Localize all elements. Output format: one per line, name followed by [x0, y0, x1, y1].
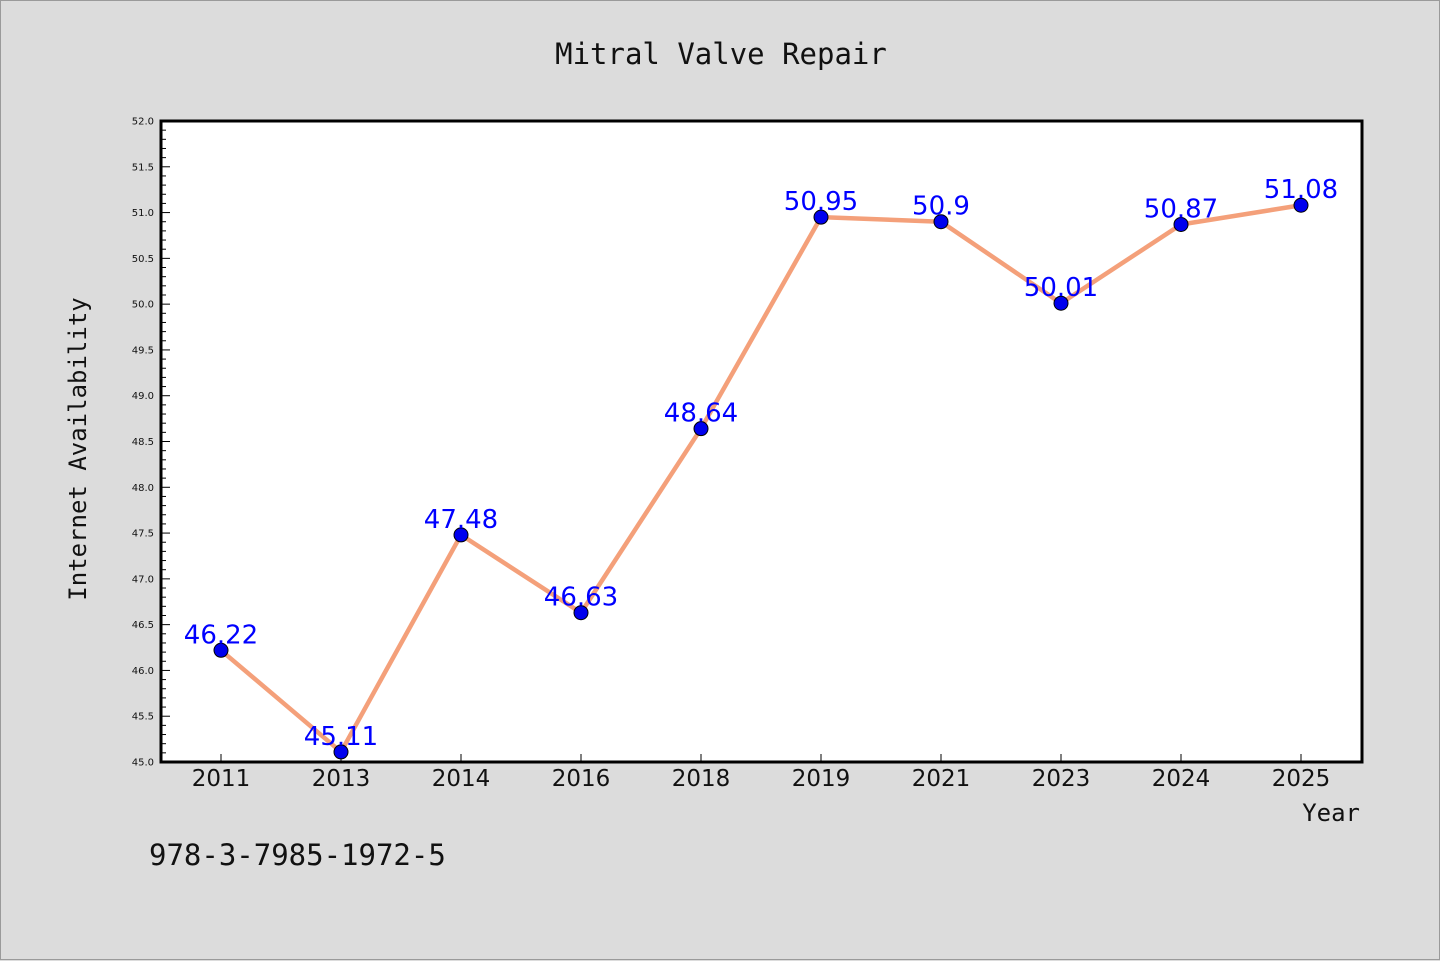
y-tick-label: 51.5 — [132, 162, 154, 173]
data-label: 46.22 — [184, 620, 258, 650]
y-tick-label: 50.0 — [132, 300, 154, 311]
x-tick-label: 2024 — [1152, 766, 1211, 792]
y-tick-label: 48.5 — [132, 437, 154, 448]
data-point — [813, 209, 829, 225]
data-point — [213, 642, 229, 658]
data-labels: 46.22 45.11 47.48 46.63 48.64 50.95 50.9 50.01 5… — [184, 175, 1338, 752]
data-label: 45.11 — [304, 722, 378, 752]
y-tick-label: 51.0 — [132, 208, 154, 219]
data-label: 47.48 — [424, 505, 498, 535]
y-tick-label: 50.5 — [132, 254, 154, 265]
data-point — [1173, 216, 1189, 232]
y-tick-label: 49.0 — [132, 391, 154, 402]
data-label: 51.08 — [1264, 175, 1338, 205]
data-label: 46.63 — [544, 583, 618, 613]
data-point — [693, 421, 709, 437]
y-tick-label: 46.0 — [132, 666, 154, 677]
y-tick-label: 47.5 — [132, 529, 154, 540]
series-line — [218, 202, 1304, 755]
x-tick-label: 2023 — [1032, 766, 1091, 792]
x-axis-title: Year — [1302, 799, 1360, 827]
data-label: 50.01 — [1024, 273, 1098, 303]
x-tick-label: 2014 — [432, 766, 491, 792]
data-point — [333, 744, 349, 760]
plot-area — [159, 119, 1364, 764]
x-tick-label: 2016 — [552, 766, 611, 792]
data-label: 50.95 — [784, 187, 858, 217]
x-tick-label: 2013 — [312, 766, 371, 792]
y-axis: 45.0 45.5 46.0 46.5 47.0 47.5 48.0 48.5 49.0 49.5… — [132, 117, 170, 769]
y-tick-label: 49.5 — [132, 345, 154, 356]
y-tick-label: 48.0 — [132, 483, 154, 494]
data-label: 50.9 — [912, 192, 970, 222]
footer-code: 978-3-7985-1972-5 — [149, 838, 446, 872]
data-point — [1293, 197, 1309, 213]
y-tick-label: 46.5 — [132, 620, 154, 631]
y-tick-label: 52.0 — [132, 117, 154, 128]
y-tick-label: 47.0 — [132, 574, 154, 585]
data-point — [453, 527, 469, 543]
x-tick-label: 2019 — [792, 766, 851, 792]
y-tick-label: 45.0 — [132, 758, 154, 769]
x-tick-label: 2018 — [672, 766, 731, 792]
data-point — [573, 605, 589, 621]
y-axis-title: Internet Availability — [64, 297, 92, 600]
chart-title: Mitral Valve Repair — [555, 37, 887, 71]
x-tick-label: 2011 — [192, 766, 251, 792]
data-point — [1053, 295, 1069, 311]
x-tick-label: 2025 — [1272, 766, 1331, 792]
x-tick-label: 2021 — [912, 766, 971, 792]
series-layer — [213, 197, 1309, 760]
data-label: 48.64 — [664, 399, 738, 429]
data-label: 50.87 — [1144, 194, 1218, 224]
y-tick-label: 45.5 — [132, 712, 154, 723]
data-point — [933, 214, 949, 230]
x-axis: 2011 2013 2014 2016 2018 2019 2021 2023 2024 2025 — [192, 754, 1331, 792]
